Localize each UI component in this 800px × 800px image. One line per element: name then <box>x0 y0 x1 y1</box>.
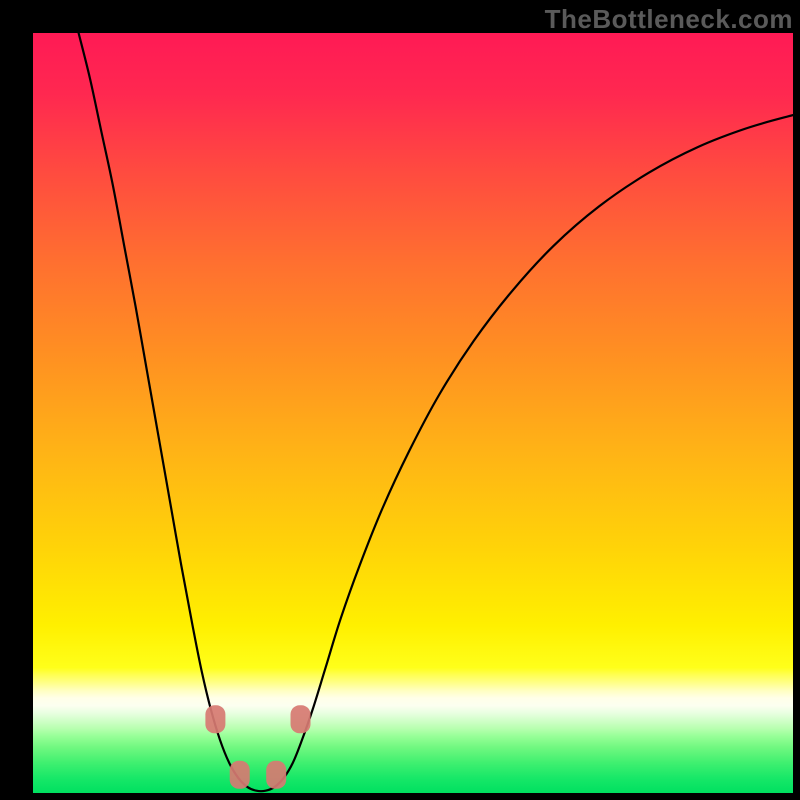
curve-marker <box>291 705 311 733</box>
plot-area <box>33 33 793 793</box>
curve-marker <box>266 761 286 789</box>
curve-marker <box>205 705 225 733</box>
curve-marker <box>230 761 250 789</box>
gradient-background <box>33 33 793 793</box>
plot-svg <box>33 33 793 793</box>
watermark-text: TheBottleneck.com <box>545 4 793 35</box>
chart-container: TheBottleneck.com <box>0 0 800 800</box>
